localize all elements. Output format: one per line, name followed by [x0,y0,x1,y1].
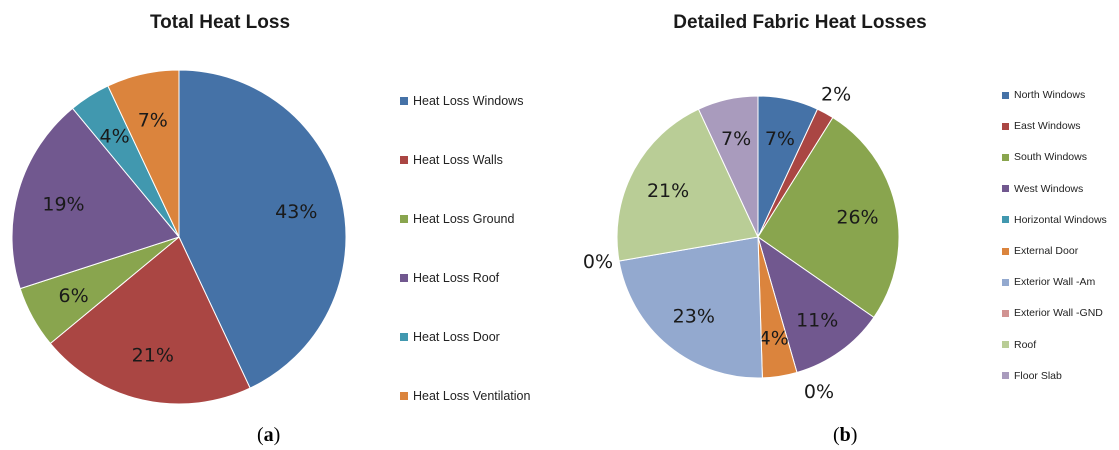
data-label-south-windows: 26% [836,207,878,229]
data-label-heat-loss-ground: 6% [59,285,89,307]
legend-item-heat-loss-windows: Heat Loss Windows [400,94,523,108]
legend-swatch [1002,185,1009,193]
pie-slice-exterior-wall-am [618,236,763,379]
legend-item-exterior-wall-am: Exterior Wall -Am [1002,276,1095,288]
legend-swatch [400,274,408,282]
pie-slice-south-windows [757,116,900,319]
legend-label: Heat Loss Door [413,330,500,344]
data-label-heat-loss-roof: 19% [42,194,84,216]
legend-label: Exterior Wall -Am [1014,276,1096,289]
legend-swatch [1002,278,1009,286]
data-label-heat-loss-windows: 43% [275,201,317,223]
legend-item-north-windows: North Windows [1002,89,1085,101]
pie-slice-heat-loss-ventilation [107,69,180,238]
legend-item-south-windows: South Windows [1002,151,1087,163]
legend-item-heat-loss-ventilation: Heat Loss Ventilation [400,389,530,403]
data-label-east-windows: 2% [821,83,851,105]
pie-slice-heat-loss-windows [178,69,347,389]
legend-swatch [400,392,408,400]
legend-swatch [1002,372,1009,380]
legend-swatch [400,333,408,341]
legend-item-floor-slab: Floor Slab [1002,370,1062,382]
chart-panel-b: Detailed Fabric Heat Losses 7% 2% 26% 11% 0%… [560,0,1119,450]
legend-swatch [400,97,408,105]
legend-label: Heat Loss Walls [413,153,503,167]
legend-label: Floor Slab [1014,369,1062,382]
legend-swatch [1002,341,1009,349]
legend-label: South Windows [1014,151,1087,164]
pie-slice-heat-loss-walls [49,236,251,405]
chart-panel-a: Total Heat Loss 43% 21% 6% 19% 4% 7% Heat Los… [11,12,530,446]
legend-label: Heat Loss Ground [413,212,515,226]
legend-label: Heat Loss Windows [413,94,524,108]
legend-item-horizontal-windows: Horizontal Windows [1002,214,1107,226]
legend-item-roof: Roof [1002,339,1036,351]
data-label-north-windows: 7% [765,128,795,150]
data-label-horizontal-windows: 0% [804,381,834,403]
legend-label: Exterior Wall -GND [1014,307,1103,320]
legend-swatch [1002,216,1009,224]
data-label-heat-loss-walls: 21% [132,344,174,366]
legend-label: Roof [1014,338,1037,351]
legend-item-heat-loss-door: Heat Loss Door [400,330,500,344]
legend-item-exterior-wall-gnd: Exterior Wall -GND [1002,307,1103,319]
legend-label: East Windows [1014,120,1081,133]
pie-slice-heat-loss-roof [11,107,180,290]
panel-label: (b) [833,424,858,446]
pie-slice-west-windows [757,235,875,374]
data-label-external-door: 4% [759,327,789,349]
legend-item-west-windows: West Windows [1002,183,1083,195]
pie-chart: 43% 21% 6% 19% 4% 7% [11,69,347,405]
legend-label: Heat Loss Ventilation [413,389,531,403]
chart-title: Detailed Fabric Heat Losses [673,12,927,33]
pie-chart: 7% 2% 26% 11% 0% 4% 23% 0% 21% 7% [583,83,900,403]
legend-swatch [400,215,408,223]
data-label-exterior-wall-gnd: 0% [583,251,613,273]
legend-swatch [400,156,408,164]
data-label-floor-slab: 7% [721,128,751,150]
legend-label: External Door [1014,245,1079,257]
legend-swatch [1002,309,1009,317]
data-label-roof: 21% [647,180,689,202]
legend-item-heat-loss-ground: Heat Loss Ground [400,212,514,226]
data-label-heat-loss-door: 4% [100,126,130,148]
legend-item-external-door: External Door [1002,245,1078,257]
legend-swatch [1002,122,1009,130]
legend-label: West Windows [1014,182,1084,195]
legend-item-heat-loss-roof: Heat Loss Roof [400,271,499,285]
chart-title: Total Heat Loss [149,12,291,33]
legend-swatch [1002,153,1009,161]
data-label-west-windows: 11% [796,310,838,332]
pie-slice-roof [616,108,759,262]
data-label-exterior-wall-am: 23% [673,306,715,328]
legend-label: Heat Loss Roof [413,271,500,285]
legend-swatch [1002,247,1009,255]
data-label-heat-loss-ventilation: 7% [138,110,168,132]
legend-swatch [1002,91,1009,99]
panel-label: (a) [257,424,281,446]
pie-slice-floor-slab [697,95,759,238]
legend-item-east-windows: East Windows [1002,120,1081,132]
legend-label: North Windows [1014,89,1086,101]
legend-label: Horizontal Windows [1014,213,1107,226]
legend-item-heat-loss-walls: Heat Loss Walls [400,153,503,167]
